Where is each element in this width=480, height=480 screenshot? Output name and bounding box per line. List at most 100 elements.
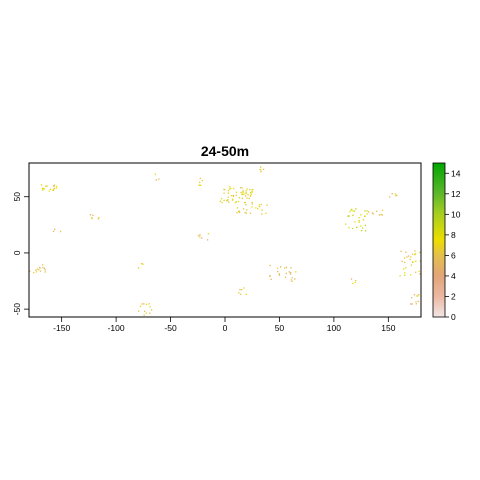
raster-cell — [198, 181, 201, 184]
raster-cell — [97, 218, 99, 220]
raster-cell — [230, 195, 233, 197]
raster-cell — [416, 295, 418, 297]
raster-cell — [245, 190, 247, 192]
raster-cell — [404, 261, 406, 264]
raster-cell — [240, 293, 242, 295]
raster-cell — [56, 185, 58, 188]
raster-cell — [415, 301, 417, 303]
raster-cell — [237, 200, 240, 203]
raster-cell — [360, 229, 363, 232]
raster-cell — [240, 191, 242, 194]
raster-cell — [403, 268, 405, 270]
raster-cell — [197, 234, 200, 237]
raster-cell — [150, 309, 153, 311]
raster-cell — [410, 264, 412, 266]
raster-cell — [33, 271, 35, 274]
raster-cell — [245, 293, 247, 296]
raster-cell — [394, 193, 397, 195]
raster-cell — [361, 227, 364, 229]
raster-cell — [29, 270, 31, 272]
raster-cell — [251, 206, 253, 208]
raster-cell — [98, 216, 100, 219]
raster-cell — [289, 273, 292, 275]
raster-cell — [364, 230, 367, 232]
raster-cell — [352, 214, 354, 217]
raster-cell — [139, 305, 142, 307]
raster-cell — [360, 214, 362, 216]
raster-cell — [364, 224, 367, 227]
raster-cell — [269, 275, 271, 277]
raster-cell — [251, 191, 253, 193]
raster-cell — [360, 225, 362, 227]
raster-cell — [149, 312, 151, 314]
raster-cell — [277, 270, 279, 273]
raster-cell — [241, 197, 244, 200]
raster-cell — [41, 264, 44, 266]
raster-cell — [42, 188, 45, 190]
raster-cell — [372, 213, 374, 215]
raster-cell — [269, 274, 271, 277]
raster-cell — [53, 184, 56, 186]
raster-cell — [358, 221, 360, 223]
raster-cell — [417, 300, 419, 303]
raster-cell — [242, 208, 245, 210]
raster-cell — [380, 213, 382, 216]
raster-cell — [245, 204, 247, 206]
legend-color-bar — [432, 162, 446, 318]
raster-cell — [417, 295, 419, 297]
raster-cell — [247, 194, 249, 196]
raster-cell — [231, 198, 234, 200]
raster-cell — [354, 221, 356, 223]
legend-tick-label: 10 — [451, 209, 461, 219]
raster-cell — [414, 250, 416, 252]
raster-cell — [391, 193, 393, 195]
raster-cell — [246, 188, 248, 190]
raster-cell — [352, 282, 354, 285]
legend-tick-label: 4 — [451, 271, 456, 281]
raster-cell — [155, 179, 158, 181]
raster-cell — [245, 212, 248, 214]
raster-cell — [261, 213, 263, 215]
raster-cell — [244, 211, 246, 214]
raster-cell — [294, 278, 296, 280]
raster-cell — [36, 268, 39, 270]
raster-cell — [258, 205, 261, 208]
raster-cell — [349, 211, 351, 213]
raster-cell — [265, 212, 267, 214]
raster-cell — [238, 292, 240, 294]
raster-cell — [46, 185, 48, 187]
raster-cell — [407, 255, 410, 257]
raster-cell — [378, 214, 381, 216]
raster-cell — [251, 203, 253, 205]
raster-cell — [232, 194, 235, 197]
x-axis: -150 -100 -50 0 50 100 150 — [53, 317, 396, 333]
raster-cell — [405, 251, 407, 253]
raster-cell — [245, 192, 248, 194]
raster-cell — [362, 219, 365, 221]
raster-cell — [245, 192, 247, 194]
y-axis: -50 0 50 — [12, 192, 29, 315]
raster-cell — [40, 184, 43, 186]
raster-cell — [220, 198, 223, 200]
raster-cell — [223, 192, 225, 194]
raster-cell — [236, 207, 239, 209]
raster-cell — [141, 303, 143, 305]
raster-cell — [207, 233, 210, 235]
raster-cell — [243, 201, 246, 204]
raster-cell — [42, 189, 44, 191]
raster-cell — [381, 214, 383, 216]
raster-cell — [44, 269, 46, 271]
raster-cell — [206, 239, 209, 241]
raster-cell — [221, 201, 223, 204]
raster-cell — [415, 271, 417, 273]
raster-cell — [410, 256, 412, 258]
x-tick-label: 0 — [223, 323, 228, 333]
raster-cell — [238, 211, 241, 213]
raster-cell — [351, 227, 354, 230]
raster-cell — [44, 271, 46, 273]
raster-cell — [411, 297, 413, 299]
legend-tick-label: 6 — [451, 250, 456, 260]
raster-cell — [353, 210, 356, 212]
raster-cell — [42, 266, 44, 269]
legend-tick-label: 0 — [451, 312, 456, 322]
